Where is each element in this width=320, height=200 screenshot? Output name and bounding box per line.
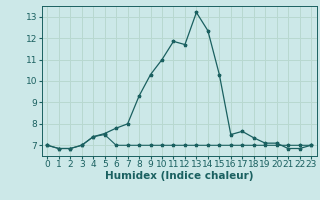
X-axis label: Humidex (Indice chaleur): Humidex (Indice chaleur) <box>105 171 253 181</box>
